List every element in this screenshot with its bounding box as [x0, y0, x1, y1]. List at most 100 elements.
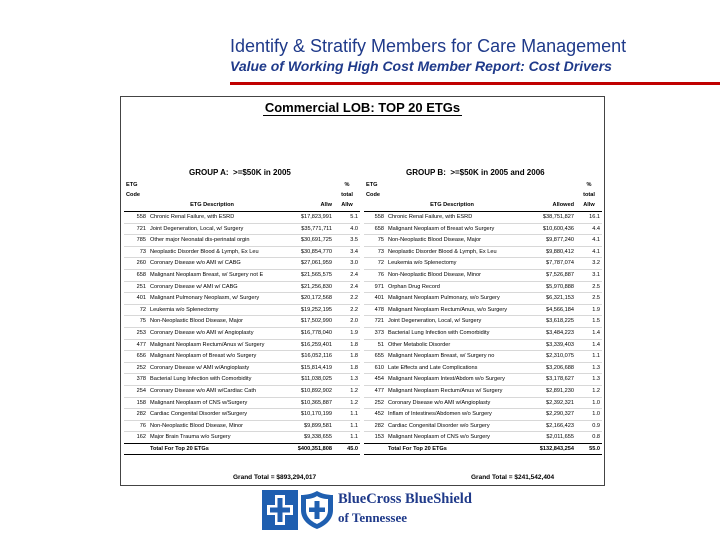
- pct-total-allowed: 1.1: [334, 431, 360, 444]
- table-row: 162 Major Brain Trauma w/o Surgery $9,338,…: [124, 431, 360, 444]
- table-row: 477 Malignant Neoplasm Rectum/Anus w/ Sur…: [364, 384, 602, 397]
- etg-description: Inflam of Intestines/Abdomen w/o Surgery: [386, 408, 518, 421]
- pct-total-allowed: 4.4: [576, 222, 602, 235]
- table-row: 158 Malignant Neoplasm of CNS w/Surgery $1…: [124, 396, 360, 409]
- etg-description: Other major Neonatal dis-perinatal orgin: [148, 234, 276, 247]
- etg-description: Cardiac Congenital Disorder w/Surgery: [148, 408, 276, 421]
- col-pct: %: [344, 182, 350, 188]
- etg-description: Malignant Pulmonary Neoplasm, w/ Surgery: [148, 292, 276, 305]
- etg-description: Neoplastic Disorder Blood & Lymph, Ex Le…: [148, 245, 276, 258]
- table-row: 76 Non-Neoplastic Blood Disease, Minor $9,…: [124, 419, 360, 432]
- allowed-amount: $4,566,184: [518, 303, 576, 316]
- allowed-amount: $16,259,401: [276, 338, 334, 351]
- etg-code: 655: [364, 350, 386, 363]
- col-pct-allw: Allw: [334, 200, 360, 212]
- table-row: 73 Neoplastic Disorder Blood & Lymph, Ex …: [364, 245, 602, 258]
- pct-total-allowed: 3.4: [334, 245, 360, 258]
- pct-total-allowed: 1.8: [334, 361, 360, 374]
- allowed-amount: $3,206,688: [518, 361, 576, 374]
- pct-total-allowed: 1.9: [334, 326, 360, 340]
- brand-name: BlueCross BlueShield: [338, 491, 472, 507]
- pct-total-allowed: 1.1: [576, 350, 602, 363]
- pct-total-allowed: 1.2: [334, 384, 360, 397]
- allowed-amount: $9,880,412: [518, 245, 576, 258]
- allowed-amount: $10,170,199: [276, 408, 334, 421]
- table-row: 75 Non-Neoplastic Blood Disease, Major $17…: [124, 315, 360, 328]
- total-allowed: $132,843,254: [518, 442, 576, 456]
- total-row: Total For Top 20 ETGs $132,843,254 55.0: [364, 442, 602, 456]
- table-row: 558 Chronic Renal Failure, with ESRD $38,7…: [364, 211, 602, 224]
- allowed-amount: $17,502,990: [276, 315, 334, 328]
- pct-total-allowed: 1.3: [576, 361, 602, 374]
- brand-region: of Tennessee: [338, 510, 407, 525]
- etg-code: 373: [364, 326, 386, 340]
- etg-code: 656: [124, 350, 148, 363]
- etg-code: 51: [364, 338, 386, 351]
- table-row: 658 Malignant Neoplasm Breast, w/ Surgery…: [124, 268, 360, 282]
- allowed-amount: $9,899,581: [276, 419, 334, 432]
- etg-description: Joint Degeneration, Local, w/ Surgery: [148, 222, 276, 235]
- table-row: 452 Inflam of Intestines/Abdomen w/o Surg…: [364, 408, 602, 421]
- allowed-amount: $10,892,902: [276, 384, 334, 397]
- etg-description: Bacterial Lung Infection with Comorbidit…: [148, 373, 276, 386]
- pct-total-allowed: 2.2: [334, 303, 360, 316]
- col-etg: ETG: [126, 182, 138, 188]
- etg-code: 252: [364, 396, 386, 409]
- etg-description: Joint Degeneration, Local, w/ Surgery: [386, 315, 518, 328]
- etg-code: 73: [124, 245, 148, 258]
- pct-total-allowed: 2.5: [576, 280, 602, 293]
- allowed-amount: $16,778,040: [276, 326, 334, 340]
- etg-description: Major Brain Trauma w/o Surgery: [148, 431, 276, 444]
- group-b-table: ETG % Code total ETG Description Allowed…: [364, 180, 602, 456]
- etg-description: Coronary Disease w/o AMI w/Cardiac Cath: [148, 384, 276, 397]
- etg-code: 785: [124, 234, 148, 247]
- etg-code: 260: [124, 257, 148, 270]
- etg-code: 254: [124, 384, 148, 397]
- table-row: 656 Malignant Neoplasm of Breast w/o Surg…: [124, 350, 360, 363]
- allowed-amount: $7,526,887: [518, 268, 576, 282]
- col-pct: %: [586, 182, 592, 188]
- pct-total-allowed: 4.1: [576, 245, 602, 258]
- allowed-amount: $3,618,225: [518, 315, 576, 328]
- col-allw: Allowed: [518, 200, 576, 212]
- etg-code: 721: [364, 315, 386, 328]
- etg-description: Malignant Neoplasm Pulmonary, w/o Surger…: [386, 292, 518, 305]
- etg-code: 282: [364, 419, 386, 432]
- pct-total-allowed: 1.0: [576, 396, 602, 409]
- table-row: 655 Malignant Neoplasm Breast, w/ Surgery…: [364, 350, 602, 363]
- pct-total-allowed: 2.4: [334, 280, 360, 293]
- pct-total-allowed: 1.8: [334, 350, 360, 363]
- table-row: 72 Leukemia w/o Splenectomy $19,252,195 2.2: [124, 303, 360, 316]
- col-pct-total: total: [341, 192, 353, 198]
- etg-code: 477: [364, 384, 386, 397]
- pct-total-allowed: 1.4: [576, 326, 602, 340]
- table-row: 658 Malignant Neoplasm of Breast w/o Surg…: [364, 222, 602, 235]
- etg-code: 73: [364, 245, 386, 258]
- allowed-amount: $30,691,725: [276, 234, 334, 247]
- table-row: 721 Joint Degeneration, Local, w/ Surgery…: [124, 222, 360, 235]
- allowed-amount: $7,787,074: [518, 257, 576, 270]
- etg-code: 658: [364, 222, 386, 235]
- pct-total-allowed: 0.9: [576, 419, 602, 432]
- pct-total-allowed: 4.1: [576, 234, 602, 247]
- col-allw: Allw: [276, 200, 334, 212]
- report-sheet: Commercial LOB: TOP 20 ETGs GROUP A: >=$…: [120, 96, 605, 486]
- etg-description: Neoplastic Disorder Blood & Lymph, Ex Le…: [386, 245, 518, 258]
- group-a-table: ETG % Code total ETG Description Allw Al…: [124, 180, 360, 456]
- col-desc: ETG Description: [386, 200, 518, 212]
- table-row: 75 Non-Neoplastic Blood Disease, Major $9,…: [364, 234, 602, 247]
- pct-total-allowed: 1.8: [334, 338, 360, 351]
- pct-total-allowed: 3.5: [334, 234, 360, 247]
- allowed-amount: $21,256,830: [276, 280, 334, 293]
- etg-code: 558: [364, 211, 386, 224]
- col-pct-allw: Allw: [576, 200, 602, 212]
- table-row: 260 Coronary Disease w/o AMI w/ CABG $27,0…: [124, 257, 360, 270]
- pct-total-allowed: 1.2: [576, 384, 602, 397]
- etg-description: Orphan Drug Record: [386, 280, 518, 293]
- table-row: 785 Other major Neonatal dis-perinatal or…: [124, 234, 360, 247]
- table-row: 477 Malignant Neoplasm Rectum/Anus w/ Sur…: [124, 338, 360, 351]
- allowed-amount: $16,052,116: [276, 350, 334, 363]
- table-row: 76 Non-Neoplastic Blood Disease, Minor $7,…: [364, 268, 602, 282]
- etg-description: Malignant Neoplasm of CNS w/o Surgery: [386, 431, 518, 444]
- table-row: 721 Joint Degeneration, Local, w/ Surgery…: [364, 315, 602, 328]
